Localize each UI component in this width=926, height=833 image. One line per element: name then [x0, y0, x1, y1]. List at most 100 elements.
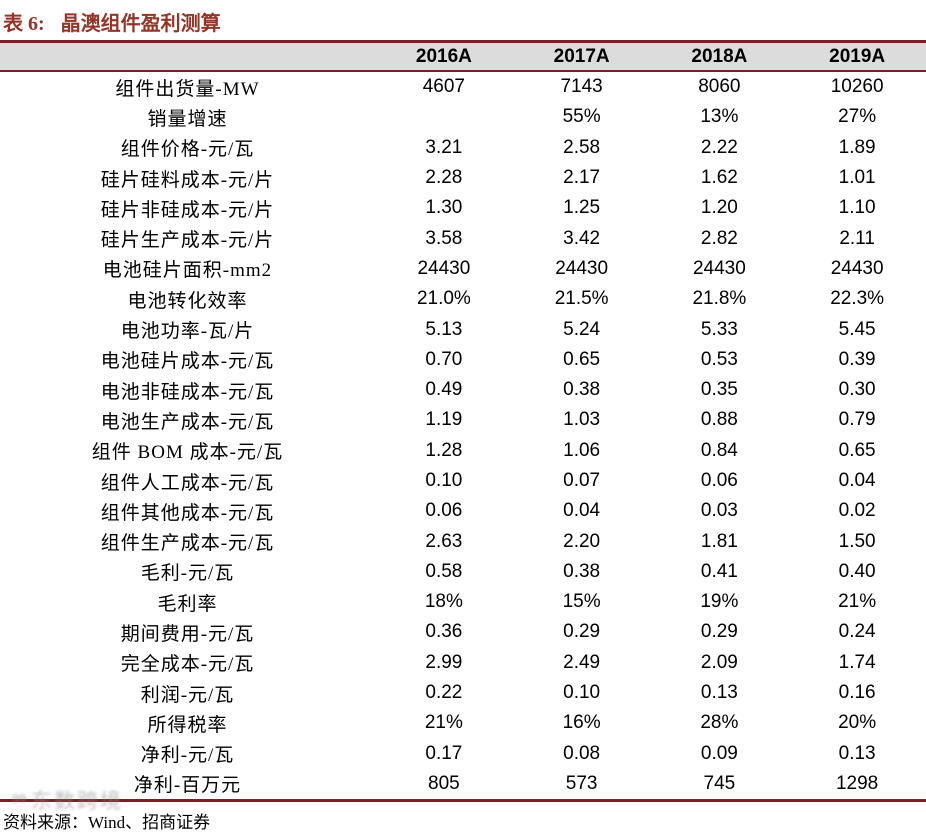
cell-value: 2.99 [425, 651, 463, 673]
row-label: 组件人工成本-元/瓦 [100, 472, 275, 494]
header-year-2017: 2017A [553, 45, 610, 67]
cell-value: 2.22 [700, 136, 738, 158]
cell-value: 0.02 [838, 500, 876, 522]
cell-value: 28% [700, 712, 739, 734]
cell-value: 0.17 [425, 742, 463, 764]
cell-value: 0.70 [425, 348, 463, 370]
cell-value: 0.16 [838, 682, 876, 704]
cell-value: 0.30 [838, 379, 876, 401]
row-label: 净利-百万元 [133, 775, 242, 797]
cell-value: 27% [838, 106, 877, 128]
cell-value: 2.20 [563, 530, 601, 552]
cell-value: 2.17 [563, 167, 601, 189]
cell-value: 1298 [835, 772, 879, 794]
cell-value: 745 [703, 772, 736, 794]
cell-value: 20% [838, 712, 877, 734]
cell-value: 2.09 [700, 651, 738, 673]
table-row: 期间费用-元/瓦 0.36 0.29 0.29 0.24 [0, 617, 926, 647]
row-label: 硅片硅料成本-元/片 [100, 169, 275, 191]
cell-value: 24430 [555, 257, 609, 279]
row-label: 所得税率 [147, 714, 228, 736]
cell-value: 0.39 [838, 348, 876, 370]
cell-value: 13% [700, 106, 739, 128]
cell-value: 0.88 [700, 409, 738, 431]
cell-value: 0.09 [700, 742, 738, 764]
row-label: 组件其他成本-元/瓦 [100, 502, 275, 524]
cell-value: 3.58 [425, 227, 463, 249]
cell-value: 0.79 [838, 409, 876, 431]
cell-value: 1.50 [838, 530, 876, 552]
cell-value: 2.11 [839, 227, 875, 249]
table-row: 净利-百万元 805 573 745 1298 [0, 769, 926, 799]
row-label: 硅片非硅成本-元/片 [100, 199, 275, 221]
table-caption-label: 表 6: [3, 13, 45, 35]
cell-value: 5.45 [838, 318, 876, 340]
cell-value: 0.49 [425, 379, 463, 401]
cell-value: 24430 [830, 257, 884, 279]
cell-value: 2.63 [425, 530, 463, 552]
cell-value: 18% [424, 591, 463, 613]
row-label: 电池功率-瓦/片 [120, 321, 255, 343]
table-row: 组件生产成本-元/瓦 2.63 2.20 1.81 1.50 [0, 526, 926, 556]
cell-value: 0.41 [700, 560, 738, 582]
cell-value: 55% [562, 106, 601, 128]
cell-value: 805 [428, 772, 460, 794]
cell-value: 24430 [692, 257, 746, 279]
table-row: 组件人工成本-元/瓦 0.10 0.07 0.06 0.04 [0, 466, 926, 496]
table-bottom-rule [0, 799, 926, 803]
row-label: 电池硅片成本-元/瓦 [100, 351, 275, 373]
cell-value: 8060 [698, 76, 741, 98]
row-label: 组件 BOM 成本-元/瓦 [91, 442, 284, 464]
cell-value: 0.29 [700, 621, 738, 643]
cell-value: 19% [700, 591, 739, 613]
row-label: 电池硅片面积-mm2 [102, 260, 273, 282]
cell-value: 7143 [560, 76, 603, 98]
row-label: 毛利-元/瓦 [140, 563, 235, 585]
table-row: 电池转化效率 21.0% 21.5% 21.8% 22.3% [0, 284, 926, 314]
cell-value: 0.38 [563, 379, 601, 401]
cell-value: 24430 [417, 257, 471, 279]
table-row: 组件价格-元/瓦 3.21 2.58 2.22 1.89 [0, 133, 926, 163]
cell-value: 0.04 [563, 500, 601, 522]
cell-value: 2.82 [700, 227, 738, 249]
cell-value: 0.10 [563, 682, 601, 704]
cell-value: 1.06 [563, 439, 601, 461]
table-body: 组件出货量-MW 4607 7143 8060 10260 销量增速 55% 13% 27% 组件… [0, 72, 926, 799]
row-label: 组件出货量-MW [115, 78, 260, 100]
cell-value: 0.03 [700, 500, 738, 522]
cell-value: 5.13 [425, 318, 463, 340]
table-row: 销量增速 55% 13% 27% [0, 102, 926, 132]
table-caption: 表 6: 晶澳组件盈利测算 [0, 0, 926, 43]
cell-value: 0.29 [563, 621, 601, 643]
row-label: 电池生产成本-元/瓦 [100, 411, 275, 433]
cell-value: 0.36 [425, 621, 463, 643]
cell-value: 0.40 [838, 560, 876, 582]
table-row: 组件其他成本-元/瓦 0.06 0.04 0.03 0.02 [0, 496, 926, 526]
table-caption-text: 晶澳组件盈利测算 [60, 13, 221, 35]
cell-value: 0.07 [563, 470, 601, 491]
row-label: 期间费用-元/瓦 [120, 623, 255, 645]
cell-value: 3.42 [563, 227, 601, 249]
cell-value: 1.03 [563, 409, 601, 431]
cell-value: 1.81 [700, 530, 738, 552]
cell-value: 1.20 [700, 197, 738, 219]
row-label: 销量增速 [147, 108, 228, 130]
table-row: 组件 BOM 成本-元/瓦 1.28 1.06 0.84 0.65 [0, 436, 926, 466]
cell-value: 573 [565, 772, 598, 794]
cell-value: 5.24 [563, 318, 601, 340]
cell-value: 1.01 [838, 167, 876, 189]
table-row: 毛利率 18% 15% 19% 21% [0, 587, 926, 617]
cell-value: 21.0% [416, 288, 471, 310]
cell-value: 5.33 [700, 318, 738, 340]
table-row: 组件出货量-MW 4607 7143 8060 10260 [0, 72, 926, 102]
row-label: 利润-元/瓦 [140, 684, 235, 706]
table-row: 电池硅片成本-元/瓦 0.70 0.65 0.53 0.39 [0, 345, 926, 375]
row-label: 组件生产成本-元/瓦 [100, 533, 275, 555]
cell-value: 0.84 [700, 439, 738, 461]
table-row: 电池功率-瓦/片 5.13 5.24 5.33 5.45 [0, 314, 926, 344]
table-row: 硅片硅料成本-元/片 2.28 2.17 1.62 1.01 [0, 163, 926, 193]
table-row: 毛利-元/瓦 0.58 0.38 0.41 0.40 [0, 557, 926, 587]
cell-value: 0.04 [838, 470, 876, 491]
cell-value: 0.65 [838, 439, 876, 461]
cell-value: 0.53 [700, 348, 738, 370]
